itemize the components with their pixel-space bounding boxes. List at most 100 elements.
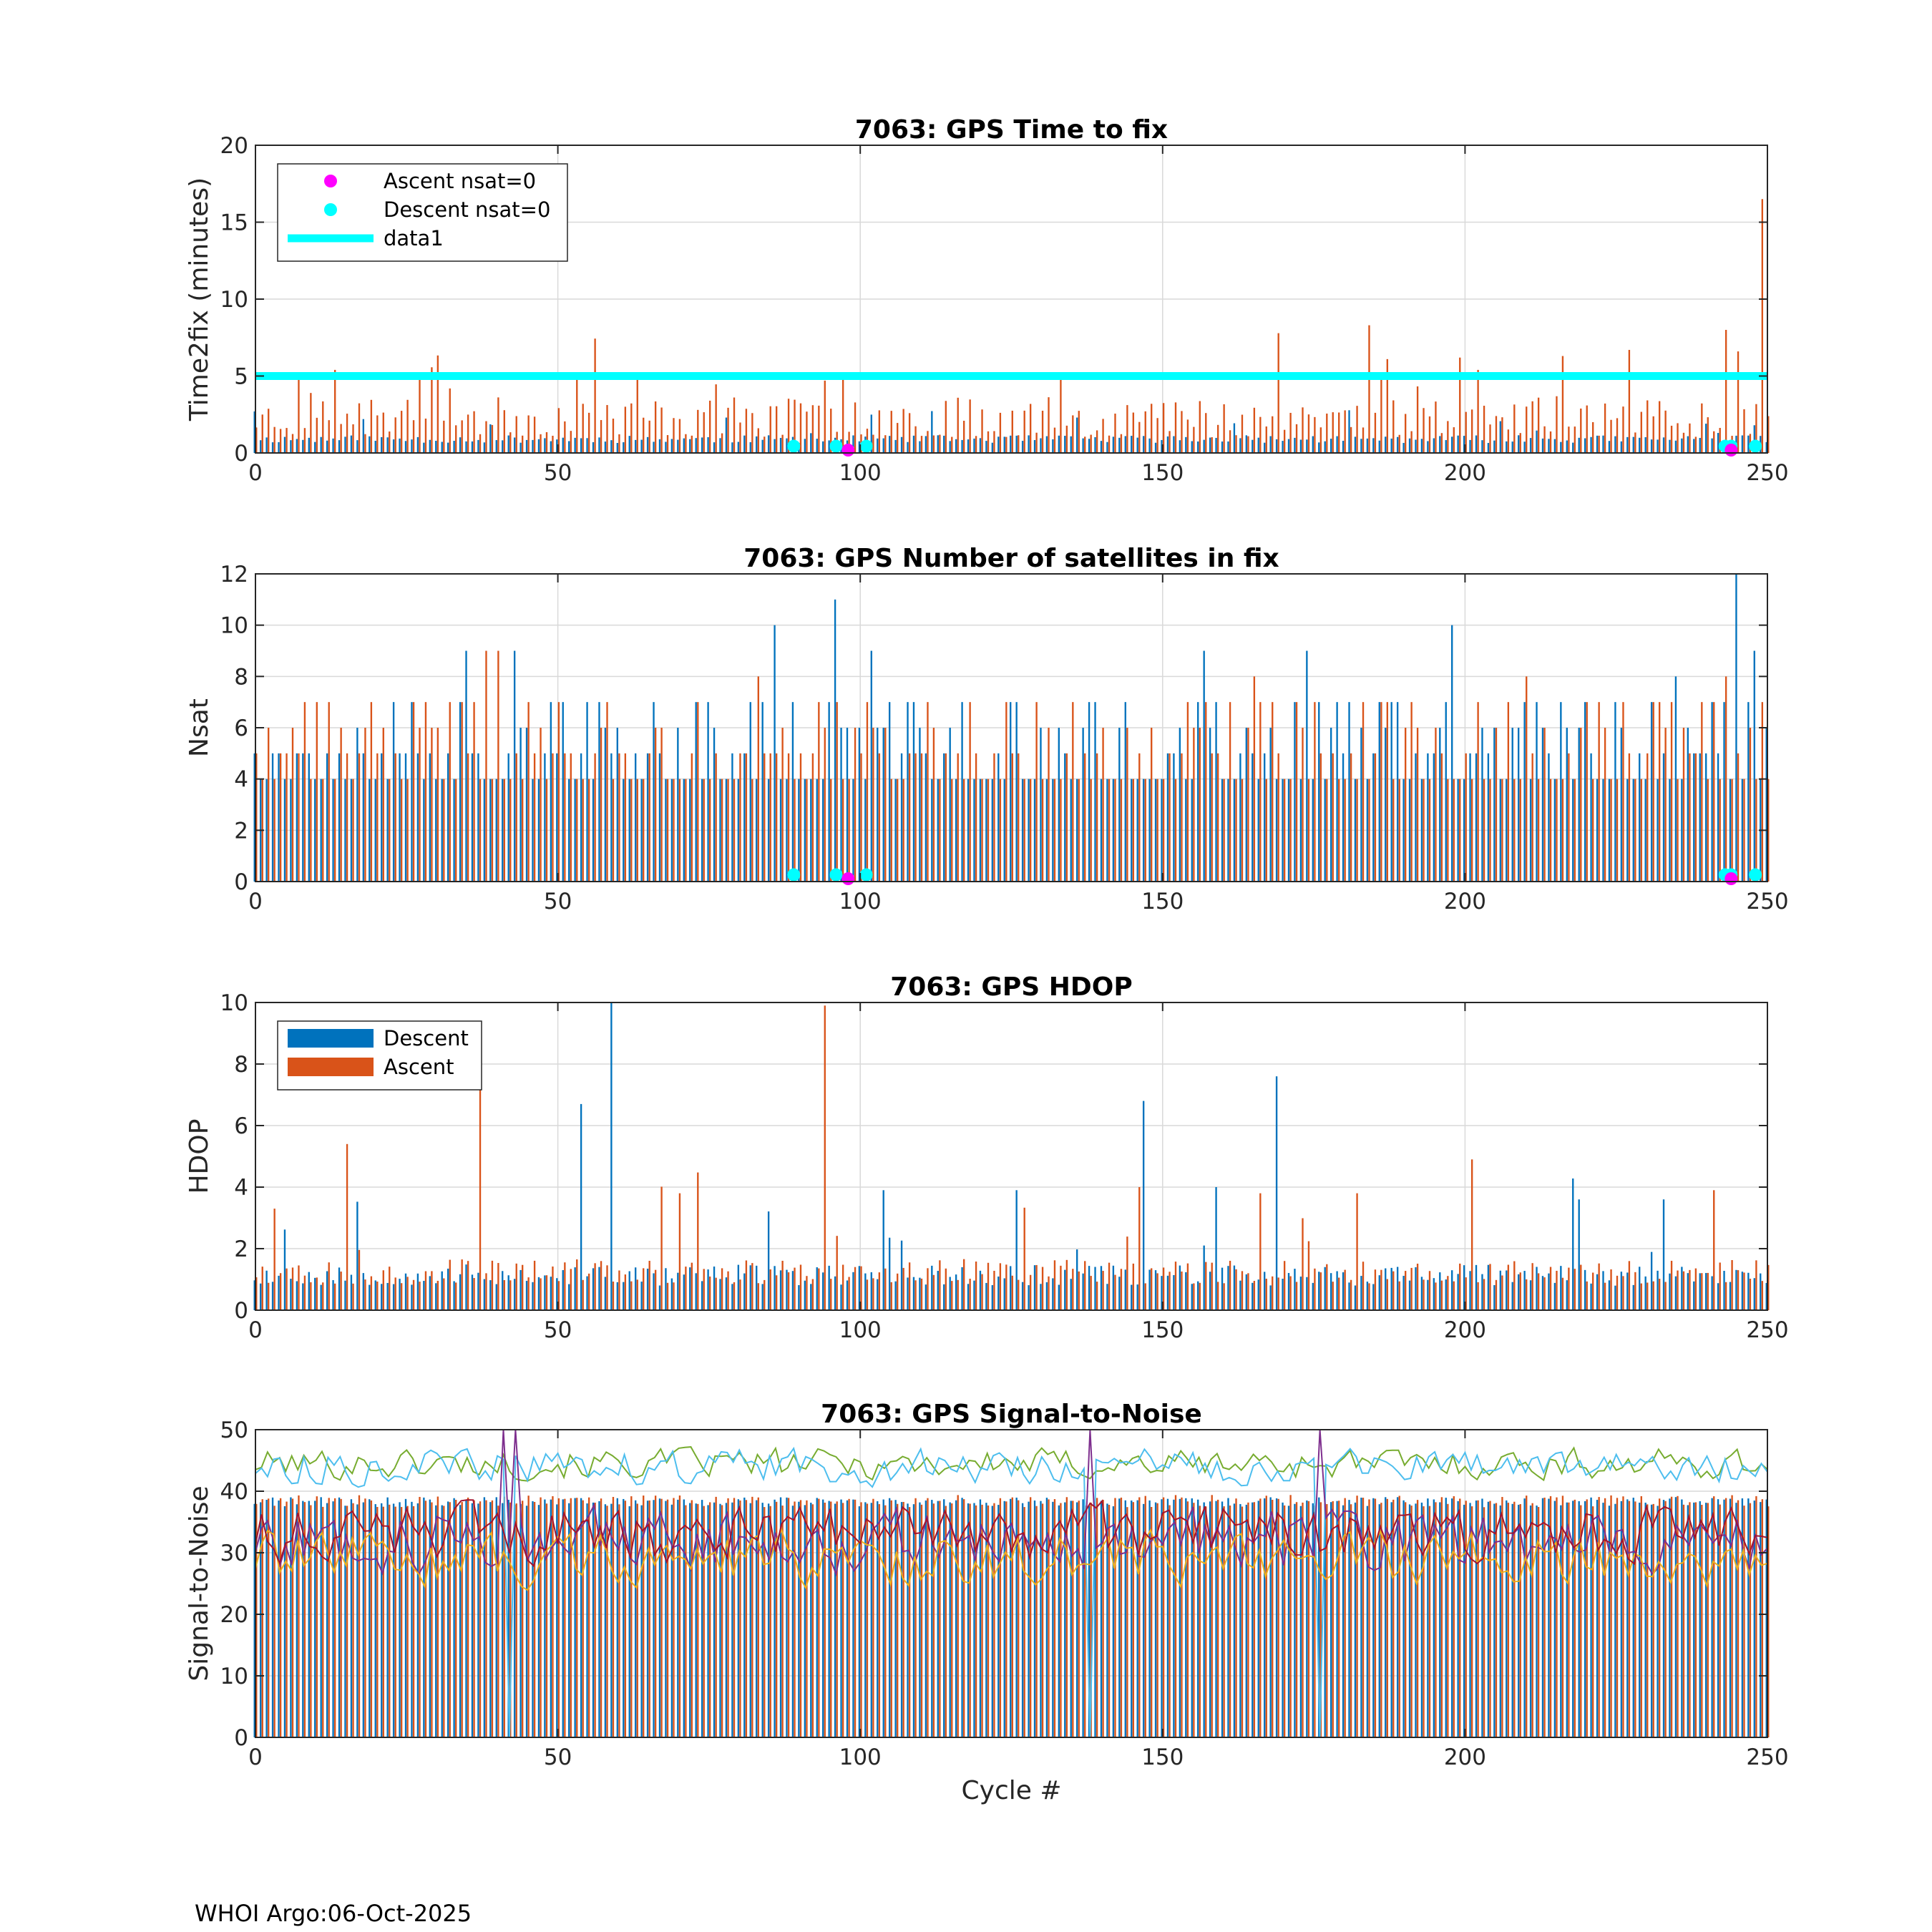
bar-ascent <box>999 1498 1002 1737</box>
bar-ascent <box>545 431 548 453</box>
bar-ascent <box>1102 1271 1104 1310</box>
bar-ascent <box>1428 779 1431 882</box>
bar-ascent <box>261 414 263 453</box>
bar-ascent <box>643 1496 645 1737</box>
bar-ascent <box>1199 1506 1201 1737</box>
bar-descent <box>1245 435 1248 453</box>
bar-ascent <box>1537 1273 1540 1310</box>
bar-ascent <box>328 420 330 453</box>
bar-descent <box>1699 1273 1701 1310</box>
x-tick-label: 250 <box>1746 1317 1788 1343</box>
bar-ascent <box>630 403 633 453</box>
bar-ascent <box>1272 1499 1274 1737</box>
bar-ascent <box>1713 1190 1715 1310</box>
bar-ascent <box>273 1209 275 1310</box>
bar-descent <box>1257 1279 1259 1310</box>
bar-ascent <box>1670 1496 1673 1737</box>
bar-descent <box>1082 1273 1084 1310</box>
bar-descent <box>646 436 649 453</box>
bar-descent <box>453 779 455 882</box>
bar-ascent <box>1483 1279 1485 1310</box>
bar-descent <box>623 1498 625 1737</box>
bar-ascent <box>908 1507 911 1737</box>
bar-descent <box>356 1504 358 1737</box>
bar-ascent <box>1694 753 1697 882</box>
bar-ascent <box>914 1280 917 1310</box>
bar-ascent <box>1199 1282 1201 1310</box>
bar-ascent <box>1065 1259 1068 1310</box>
bar-descent <box>477 753 479 882</box>
bar-descent <box>1282 1502 1284 1737</box>
bar-descent <box>695 438 697 453</box>
bar-descent <box>822 1272 824 1310</box>
bar-descent <box>677 1499 679 1737</box>
bar-descent <box>1693 439 1695 453</box>
bar-ascent <box>1724 1282 1727 1310</box>
bar-ascent <box>939 434 941 453</box>
bar-ascent <box>1526 406 1528 453</box>
bar-ascent <box>1235 1498 1237 1737</box>
bar-ascent <box>987 1505 990 1737</box>
bar-ascent <box>920 436 923 453</box>
bar-descent <box>1662 1199 1665 1310</box>
bar-descent <box>840 1499 842 1737</box>
bar-ascent <box>818 405 820 453</box>
bar-descent <box>253 1280 255 1310</box>
bar-descent <box>1620 1501 1623 1737</box>
bar-ascent <box>1174 402 1177 453</box>
bar-descent <box>574 1267 576 1310</box>
bar-descent <box>314 441 316 453</box>
descent-zero-marker <box>1749 439 1762 453</box>
bar-ascent <box>1338 779 1340 882</box>
bar-descent <box>265 437 268 453</box>
bar-descent <box>1699 1501 1701 1737</box>
bar-ascent <box>993 1503 995 1737</box>
bar-ascent <box>1084 1261 1086 1310</box>
bar-ascent <box>1144 779 1146 882</box>
bar-descent <box>1457 1501 1459 1737</box>
bar-ascent <box>824 728 826 882</box>
bar-descent <box>997 1276 1000 1310</box>
bar-descent <box>1330 1502 1332 1737</box>
bar-ascent <box>1440 753 1443 882</box>
bar-ascent <box>841 1503 844 1737</box>
bar-descent <box>1324 1503 1326 1737</box>
bar-ascent <box>1761 702 1764 882</box>
bar-ascent <box>1428 1506 1431 1737</box>
bar-ascent <box>787 753 790 882</box>
bar-descent <box>1463 779 1465 882</box>
bar-ascent <box>346 1506 348 1737</box>
bar-descent <box>985 1282 987 1310</box>
bar-ascent <box>370 702 373 882</box>
y-tick-label: 8 <box>234 664 248 690</box>
bar-descent <box>858 441 861 453</box>
bar-ascent <box>1011 1497 1013 1737</box>
bar-descent <box>701 1281 703 1310</box>
bar-descent <box>1390 1267 1392 1310</box>
bar-ascent <box>286 1268 288 1310</box>
bar-ascent <box>509 1280 512 1310</box>
bar-ascent <box>1435 1282 1437 1310</box>
bar-descent <box>683 779 685 882</box>
bar-descent <box>761 1503 763 1737</box>
bar-descent <box>1650 702 1653 882</box>
bar-descent <box>798 779 800 882</box>
bar-descent <box>1487 443 1490 453</box>
bar-descent <box>465 1500 467 1737</box>
bar-ascent <box>552 753 554 882</box>
bar-ascent <box>878 1504 881 1737</box>
bar-descent <box>1402 442 1405 453</box>
bar-ascent <box>576 1259 578 1310</box>
bar-ascent <box>963 421 965 453</box>
bar-ascent <box>1350 1279 1352 1310</box>
bar-descent <box>1475 1501 1478 1737</box>
bar-ascent <box>1404 414 1407 453</box>
bar-ascent <box>570 753 572 882</box>
bar-ascent <box>1731 1495 1733 1737</box>
y-tick-label: 4 <box>234 1175 248 1201</box>
bar-ascent <box>255 1277 258 1310</box>
bar-descent <box>1475 435 1478 453</box>
bar-ascent <box>1053 427 1056 453</box>
bar-descent <box>1136 1500 1138 1737</box>
bar-descent <box>877 1501 879 1737</box>
